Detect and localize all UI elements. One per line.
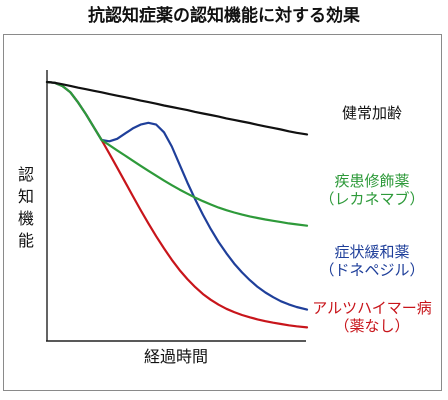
legend-label: 疾患修飾薬（レカネマブ）	[319, 172, 424, 208]
axes	[46, 70, 306, 342]
chart-title: 抗認知症薬の認知機能に対する効果	[88, 5, 360, 26]
x-axis-label: 経過時間	[144, 347, 208, 366]
series-layer	[45, 80, 309, 329]
legend-label: 症状緩和薬（ドネペジル）	[319, 243, 424, 279]
y-axis-label-char: 能	[18, 231, 34, 250]
series-line	[45, 80, 309, 136]
series-line	[45, 80, 309, 329]
legend-label: 健常加齢	[342, 104, 402, 122]
series-line	[45, 80, 309, 227]
y-axis-label-char: 知	[18, 187, 34, 206]
figure-frame	[3, 34, 442, 391]
y-axis-label-char: 機	[18, 209, 34, 228]
y-axis-label-char: 認	[18, 165, 34, 184]
legend-label: アルツハイマー病（薬なし）	[312, 299, 432, 335]
y-axis-label: 認知機能	[18, 165, 34, 250]
